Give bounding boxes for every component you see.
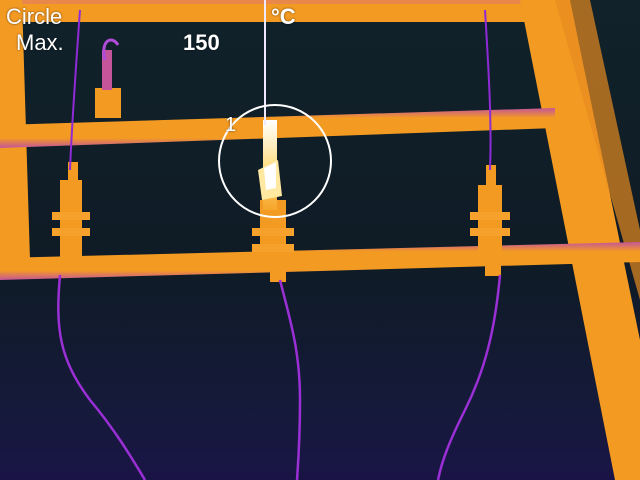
max-temperature-value: 150 (183, 30, 220, 55)
max-temperature-label: Max. (16, 30, 64, 55)
circle-measurement-roi[interactable] (218, 104, 332, 218)
temperature-unit-label: °C (271, 4, 296, 29)
measurement-mode-label: Circle (6, 4, 63, 29)
roi-number-label: 1 (225, 114, 237, 136)
